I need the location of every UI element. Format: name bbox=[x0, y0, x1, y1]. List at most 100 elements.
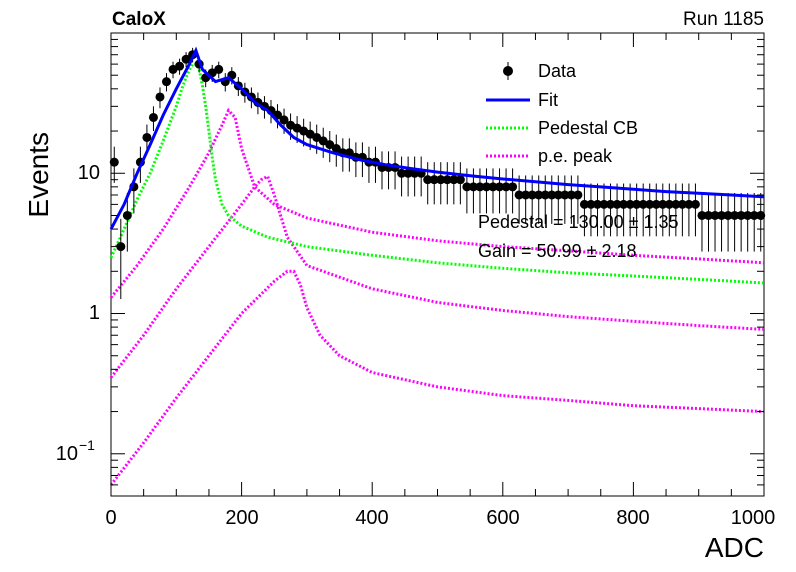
legend: Data Fit Pedestal CB p.e. peak bbox=[486, 61, 638, 166]
svg-text:p.e. peak: p.e. peak bbox=[538, 146, 613, 166]
data-point bbox=[710, 210, 720, 220]
data-point bbox=[645, 199, 655, 209]
pe-peak-curve-2 bbox=[109, 174, 765, 379]
data-point bbox=[736, 210, 746, 220]
data-point bbox=[442, 175, 452, 185]
x-axis-ticks bbox=[110, 33, 765, 496]
data-point bbox=[638, 199, 648, 209]
data-point bbox=[109, 157, 119, 167]
data-point bbox=[573, 190, 583, 200]
data-point bbox=[690, 199, 700, 209]
x-tick-label: 400 bbox=[355, 507, 388, 529]
run-label: Run 1185 bbox=[683, 9, 764, 30]
x-tick-label: 600 bbox=[486, 507, 519, 529]
y-tick-label-0.1: 10 −1 bbox=[56, 437, 95, 465]
data-point bbox=[534, 190, 544, 200]
x-axis-title: ADC bbox=[705, 532, 764, 563]
data-point bbox=[658, 199, 668, 209]
y-tick-label-1: 1 bbox=[89, 302, 100, 324]
data-point bbox=[730, 210, 740, 220]
data-point bbox=[142, 132, 152, 142]
legend-entry-data: Data bbox=[503, 61, 577, 81]
fit-curve bbox=[109, 46, 765, 230]
data-point bbox=[553, 190, 563, 200]
data-point bbox=[717, 210, 727, 220]
data-point bbox=[325, 140, 335, 150]
data-point bbox=[723, 210, 733, 220]
data-point bbox=[612, 199, 622, 209]
data-point bbox=[331, 144, 341, 154]
data-point bbox=[468, 182, 478, 192]
x-tick-label: 0 bbox=[105, 507, 116, 529]
data-point bbox=[455, 175, 465, 185]
x-tick-label: 800 bbox=[616, 507, 649, 529]
data-point bbox=[671, 199, 681, 209]
data-point bbox=[318, 136, 328, 146]
data-point bbox=[488, 182, 498, 192]
data-point bbox=[410, 168, 420, 178]
legend-entry-pedestal-cb: Pedestal CB bbox=[486, 118, 638, 138]
data-point bbox=[521, 190, 531, 200]
data-point bbox=[155, 92, 165, 102]
data-point bbox=[495, 182, 505, 192]
data-point bbox=[606, 199, 616, 209]
data-point bbox=[625, 199, 635, 209]
data-point bbox=[619, 199, 629, 209]
data-point bbox=[436, 175, 446, 185]
data-point bbox=[475, 182, 485, 192]
data-point bbox=[540, 190, 550, 200]
legend-entry-pe-peak: p.e. peak bbox=[486, 146, 613, 166]
data-point bbox=[508, 182, 518, 192]
data-point bbox=[579, 199, 589, 209]
data-point bbox=[599, 199, 609, 209]
data-point bbox=[462, 182, 472, 192]
data-point bbox=[116, 242, 126, 252]
y-tick-label-10: 10 bbox=[78, 162, 100, 184]
data-point bbox=[527, 190, 537, 200]
data-point bbox=[397, 168, 407, 178]
data-point bbox=[547, 190, 557, 200]
data-point bbox=[560, 190, 570, 200]
data-point bbox=[592, 199, 602, 209]
y-axis-ticks bbox=[111, 32, 764, 497]
data-point bbox=[697, 210, 707, 220]
data-point bbox=[651, 199, 661, 209]
data-point bbox=[279, 115, 289, 125]
data-point bbox=[148, 112, 158, 122]
data-point bbox=[429, 175, 439, 185]
data-point bbox=[743, 210, 753, 220]
legend-entry-fit: Fit bbox=[486, 90, 558, 110]
data-point bbox=[677, 199, 687, 209]
data-point bbox=[214, 64, 224, 74]
data-point bbox=[403, 168, 413, 178]
series-layer bbox=[109, 46, 766, 486]
data-point bbox=[749, 210, 759, 220]
data-point bbox=[181, 54, 191, 64]
gain-annotation: Gain = 50.99 ± 2.18 bbox=[478, 241, 637, 261]
data-point bbox=[566, 190, 576, 200]
svg-text:Fit: Fit bbox=[538, 90, 558, 110]
svg-text:−1: −1 bbox=[79, 437, 95, 453]
data-point bbox=[481, 182, 491, 192]
x-tick-label: 1000 bbox=[731, 507, 776, 529]
pedestal-annotation: Pedestal = 130.00 ± 1.35 bbox=[478, 212, 679, 232]
plot-frame bbox=[110, 32, 765, 497]
svg-text:Pedestal CB: Pedestal CB bbox=[538, 118, 638, 138]
x-tick-label: 200 bbox=[225, 507, 258, 529]
data-point bbox=[122, 210, 132, 220]
experiment-label: CaloX bbox=[112, 9, 166, 30]
data-point bbox=[501, 182, 511, 192]
data-point bbox=[632, 199, 642, 209]
y-axis-title: Events bbox=[23, 132, 54, 218]
svg-text:10: 10 bbox=[56, 443, 78, 465]
data-point bbox=[684, 199, 694, 209]
svg-text:Data: Data bbox=[538, 61, 577, 81]
data-point bbox=[162, 77, 172, 87]
data-point bbox=[449, 175, 459, 185]
pe-peak-curve-1 bbox=[109, 107, 765, 299]
data-point bbox=[664, 199, 674, 209]
data-point bbox=[586, 199, 596, 209]
data-point bbox=[423, 175, 433, 185]
data-point bbox=[175, 61, 185, 71]
